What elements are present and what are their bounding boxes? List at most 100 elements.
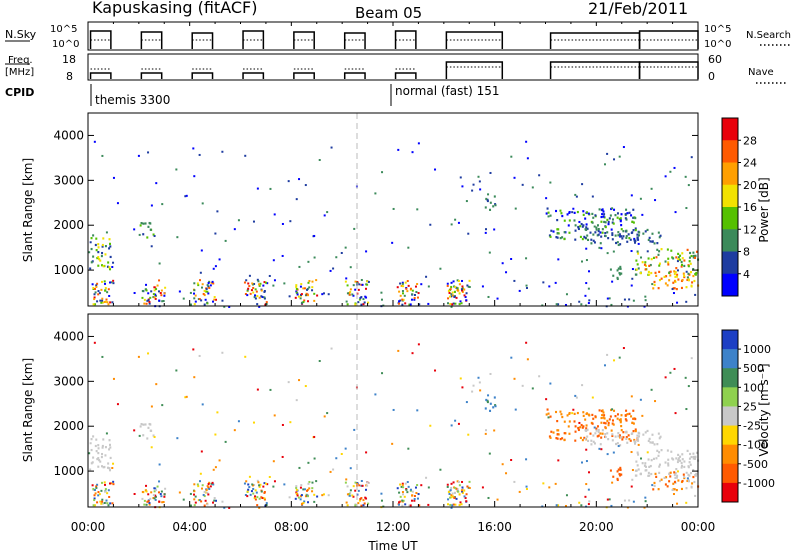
power-cell-692 — [95, 284, 98, 287]
power-cell-530 — [630, 250, 633, 253]
velocity-cell-535 — [281, 455, 284, 458]
power-cell-625 — [554, 281, 557, 284]
velocity-cell-253 — [653, 443, 656, 446]
velocity-cell-316 — [668, 472, 671, 475]
velocity-cell-409 — [450, 424, 453, 427]
velocity-cell-677 — [103, 502, 106, 505]
power-cell-200 — [574, 229, 577, 232]
power-cell-965 — [466, 284, 469, 287]
power-cell-24 — [109, 255, 112, 259]
velocity-cell-391 — [669, 475, 672, 478]
velocity-cell-978 — [446, 483, 449, 486]
power-cell-470 — [514, 207, 517, 210]
power-cell-299 — [672, 257, 675, 260]
power-cell-581 — [289, 220, 292, 223]
power-cell-324 — [694, 273, 697, 276]
power-cell-537 — [485, 228, 488, 231]
power-cbar-tick-label-3: 16 — [743, 201, 757, 214]
velocity-cell-739 — [147, 493, 150, 496]
velocity-cell-812 — [264, 504, 267, 507]
velocity-cell-509 — [585, 483, 588, 486]
velocity-cell-25 — [95, 450, 98, 453]
power-cell-328 — [639, 271, 642, 275]
velocity-cell-870 — [352, 495, 355, 498]
power-cell-799 — [263, 297, 266, 300]
power-cell-740 — [163, 292, 166, 295]
velocity-cell-202 — [591, 422, 594, 425]
power-cell-853 — [301, 301, 304, 304]
velocity-cell-794 — [265, 502, 268, 505]
power-cell-945 — [455, 286, 458, 289]
velocity-cbar-swatch-5 — [722, 425, 738, 446]
power-cell-98 — [603, 216, 606, 219]
velocity-cell-816 — [247, 488, 250, 491]
power-cell-907 — [414, 285, 417, 288]
power-cell-516 — [593, 225, 596, 228]
velocity-cbar-swatch-3 — [722, 387, 738, 407]
velocity-cell-561 — [401, 504, 404, 507]
cpid-entry-1: normal (fast) 151 — [395, 84, 499, 98]
power-cell-707 — [162, 300, 165, 303]
power-cell-661 — [299, 297, 302, 300]
power-cell-569 — [525, 287, 528, 290]
velocity-cell-741 — [160, 490, 163, 493]
power-cell-658 — [606, 252, 609, 255]
freq-segment-2 — [191, 72, 214, 79]
power-cell-207 — [622, 235, 625, 238]
power-cell-45 — [149, 228, 152, 231]
power-cell-598 — [547, 215, 550, 218]
power-cell-74 — [567, 224, 570, 227]
velocity-cell-811 — [263, 497, 266, 500]
power-cell-497 — [201, 202, 204, 205]
power-cell-550 — [585, 247, 588, 250]
velocity-cell-95 — [613, 409, 616, 412]
power-cell-307 — [647, 257, 650, 260]
power-cell-970 — [454, 286, 457, 289]
velocity-cell-693 — [93, 494, 96, 497]
velocity-cell-405 — [513, 377, 516, 380]
power-cell-915 — [398, 290, 401, 293]
velocity-cell-678 — [109, 502, 112, 505]
velocity-cell-900 — [357, 502, 360, 505]
nsky-tick-low: 10^0 — [52, 39, 79, 50]
velocity-cell-775 — [194, 501, 197, 504]
power-cell-275 — [692, 256, 695, 259]
velocity-cell-241 — [614, 435, 617, 438]
velocity-cell-687 — [92, 504, 95, 507]
power-cell-400 — [619, 265, 622, 269]
power-cell-431 — [89, 267, 92, 270]
power-cell-123 — [628, 211, 631, 214]
velocity-cell-402 — [616, 477, 619, 481]
power-cell-194 — [634, 229, 637, 232]
velocity-cell-419 — [571, 412, 574, 415]
velocity-cell-931 — [418, 504, 421, 507]
power-cell-770 — [203, 289, 206, 292]
velocity-cell-567 — [216, 411, 219, 414]
power-cell-249 — [606, 231, 609, 234]
power-cell-504 — [581, 260, 584, 263]
velocity-cell-576 — [611, 481, 614, 484]
power-cell-117 — [603, 213, 606, 216]
velocity-cell-859 — [311, 481, 314, 484]
velocity-cell-440 — [105, 432, 108, 435]
power-cell-627 — [133, 291, 136, 294]
velocity-cell-850 — [300, 494, 303, 497]
velocity-cell-385 — [677, 479, 680, 482]
velocity-cell-530 — [630, 451, 633, 454]
power-cell-170 — [625, 218, 628, 221]
velocity-cell-133 — [592, 417, 595, 420]
power-cell-554 — [685, 207, 688, 210]
power-cell-655 — [493, 228, 496, 231]
velocity-cell-56 — [456, 488, 459, 491]
velocity-cell-784 — [247, 483, 250, 486]
velocity-cell-318 — [687, 466, 690, 469]
velocity-cell-425 — [672, 493, 675, 496]
velocity-cell-417 — [416, 409, 419, 412]
power-cell-563 — [133, 228, 136, 231]
freq-segment-3 — [242, 72, 265, 79]
power-cell-532 — [321, 293, 324, 296]
power-cell-274 — [667, 257, 670, 260]
power-cell-838 — [300, 283, 303, 286]
velocity-cell-293 — [671, 457, 674, 460]
power-cell-810 — [260, 289, 263, 292]
